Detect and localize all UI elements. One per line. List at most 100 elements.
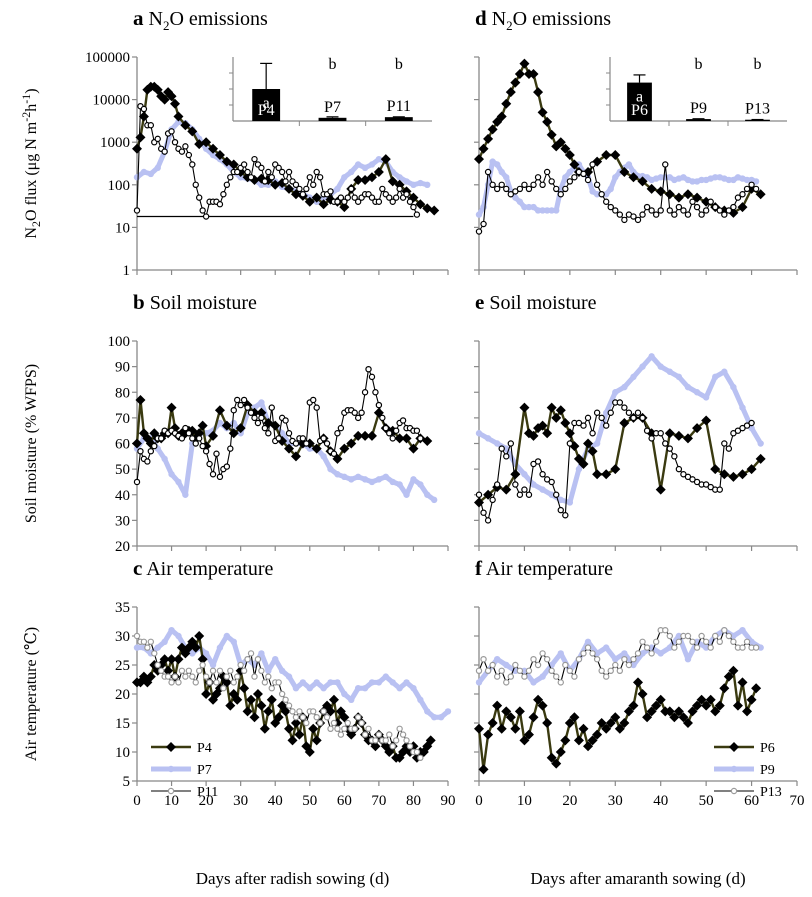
point-P11 [372,737,379,744]
point-P11 [275,435,282,442]
point-P13 [693,203,701,211]
point-P9 [521,667,528,674]
inset-bar-P7 [318,117,347,121]
legend-label: P6 [760,741,775,756]
point-P11 [285,430,293,437]
point-P6 [483,489,494,500]
point-P11 [154,661,161,669]
point-P11 [386,731,393,738]
point-P11 [417,435,424,442]
point-P13 [630,213,637,220]
x-tick-label: 30 [233,793,248,809]
point-P7 [258,399,265,406]
point-P7 [382,473,389,481]
point-P11 [244,404,251,411]
point-P11 [268,404,275,411]
point-P13 [553,185,560,193]
legend-marker-P7 [167,765,175,773]
y-tick-label: 25 [115,658,130,674]
x-axis-label: Days after radish sowing (d) [196,869,390,888]
point-P13 [643,427,651,434]
point-P9 [543,207,551,214]
point-P11 [227,445,234,452]
point-P7 [417,481,424,488]
point-P7 [424,181,431,188]
point-P13 [480,220,487,228]
point-P4 [194,631,205,641]
point-P7 [258,650,265,657]
point-P11 [351,194,358,201]
point-P4 [232,694,243,705]
point-P11 [168,679,175,686]
point-P11 [171,673,179,680]
point-P13 [593,409,601,416]
point-P6 [751,683,762,694]
point-P7 [140,168,148,176]
point-P9 [539,673,546,680]
point-P11 [154,135,161,143]
point-P7 [403,491,410,498]
point-P11 [354,198,362,205]
point-P13 [739,424,746,432]
point-P13 [480,509,487,516]
point-P13 [666,445,674,452]
point-P9 [530,679,537,686]
point-P13 [675,638,683,646]
x-tick-label: 10 [164,793,179,809]
point-P11 [137,447,144,455]
point-P6 [605,718,616,728]
point-P6 [496,723,507,734]
point-P11 [303,440,310,447]
point-P13 [743,185,751,193]
point-P13 [584,176,592,184]
point-P7 [410,685,417,692]
point-P13 [712,203,719,211]
point-P6 [573,735,584,746]
point-P11 [230,406,237,414]
point-P13 [716,486,723,493]
point-P6 [583,741,594,752]
y-tick-label: 5 [123,774,131,790]
point-P13 [562,185,569,193]
point-P4 [318,199,329,210]
point-P13 [634,409,642,416]
point-P11 [227,667,234,675]
point-P7 [368,478,376,486]
point-P6 [682,718,693,728]
point-P13 [489,661,496,669]
point-P4 [308,723,319,734]
point-P11 [292,440,300,447]
point-P6 [601,150,612,161]
point-P4 [328,694,339,705]
y-tick-label: 20 [115,539,130,555]
y-tick-label: 10000 [93,93,131,109]
y-tick-label: 90 [115,360,130,376]
point-P11 [251,155,258,163]
point-P7 [437,714,445,721]
point-P9 [557,650,564,657]
point-P7 [396,174,403,181]
point-P13 [739,191,746,198]
point-P9 [684,383,692,391]
point-P6 [501,98,512,109]
point-P13 [489,496,496,504]
point-P11 [410,203,417,211]
point-P9 [548,207,555,214]
point-P7 [375,476,383,483]
point-P13 [553,673,560,680]
point-P9 [603,409,610,416]
series-line-P6 [477,669,758,771]
y-tick-label: 1000 [100,135,130,151]
point-P4 [173,654,184,665]
point-P7 [168,471,175,478]
point-P13 [493,673,501,680]
point-P6 [687,706,698,717]
point-P7 [306,445,313,452]
point-P7 [237,430,244,437]
point-P13 [603,422,610,429]
point-P13 [557,679,564,686]
point-P11 [195,435,203,442]
point-P11 [261,424,269,432]
point-P11 [216,473,224,481]
point-P6 [551,758,562,769]
